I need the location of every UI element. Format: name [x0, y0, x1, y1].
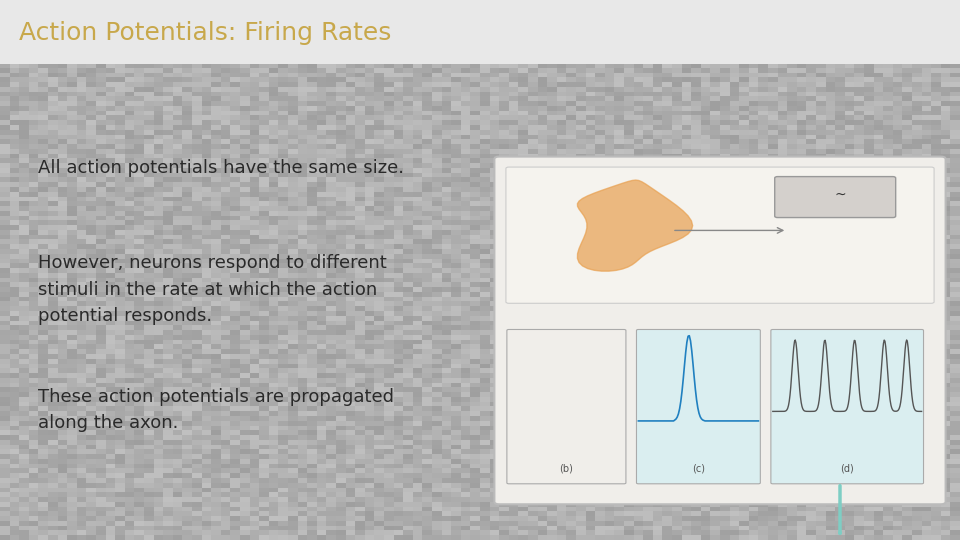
Text: (b): (b) [560, 463, 573, 474]
Text: (d): (d) [840, 463, 854, 474]
Text: However, neurons respond to different
stimuli in the rate at which the action
po: However, neurons respond to different st… [38, 254, 387, 325]
Text: All action potentials have the same size.: All action potentials have the same size… [38, 159, 404, 177]
FancyBboxPatch shape [771, 329, 924, 484]
Text: (c): (c) [692, 463, 705, 474]
Text: ~: ~ [834, 188, 846, 202]
Text: These action potentials are propagated
along the axon.: These action potentials are propagated a… [38, 388, 395, 432]
FancyBboxPatch shape [636, 329, 760, 484]
FancyBboxPatch shape [506, 167, 934, 303]
FancyBboxPatch shape [775, 177, 896, 218]
FancyBboxPatch shape [507, 329, 626, 484]
Polygon shape [578, 180, 693, 271]
FancyBboxPatch shape [494, 157, 946, 504]
Text: Action Potentials: Firing Rates: Action Potentials: Firing Rates [19, 21, 392, 45]
